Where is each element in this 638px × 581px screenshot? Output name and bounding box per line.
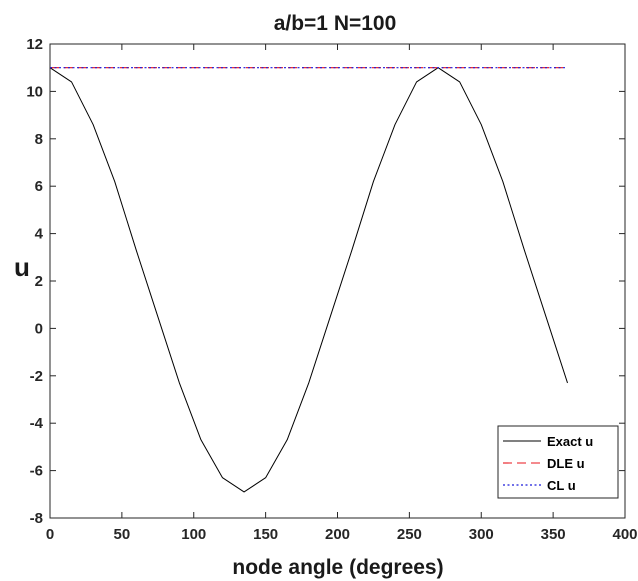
ticks-layer: 0 50 100 150 200 250 300 350 400 -8 -6 -4 -2 0 2 4 6 8 10 1… [26, 36, 637, 543]
y-tick-label: 2 [35, 273, 43, 290]
y-axis-title: u [14, 252, 30, 282]
x-tick-label: 400 [612, 526, 637, 543]
y-tick-label: -8 [30, 510, 43, 527]
x-tick-label: 0 [46, 526, 54, 543]
x-tick-label: 150 [253, 526, 278, 543]
legend-label-cl-u: CL u [547, 478, 576, 493]
y-tick-label: 12 [26, 36, 43, 53]
chart-title: a/b=1 N=100 [274, 12, 397, 35]
y-tick-label: 10 [26, 83, 43, 100]
y-tick-label: 0 [35, 320, 43, 337]
legend-label-dle-u: DLE u [547, 456, 585, 471]
x-tick-label: 100 [181, 526, 206, 543]
series-line-exact-u [49, 67, 568, 493]
y-tick-label: 6 [35, 178, 43, 195]
legend-box [497, 425, 619, 499]
x-tick-label: 300 [469, 526, 494, 543]
legend-label-exact-u: Exact u [547, 434, 593, 449]
x-tick-label: 200 [325, 526, 350, 543]
y-tick-label: 4 [35, 226, 44, 243]
y-tick-label: -2 [30, 368, 43, 385]
x-tick-label: 50 [114, 526, 131, 543]
x-tick-label: 250 [397, 526, 422, 543]
x-axis-title: node angle (degrees) [232, 556, 443, 579]
y-tick-label: -4 [30, 415, 44, 432]
legend: Exact u DLE u CL u [497, 425, 619, 499]
y-tick-label: 8 [35, 131, 43, 148]
series-layer [49, 67, 568, 493]
x-tick-label: 350 [541, 526, 566, 543]
y-tick-label: -6 [30, 463, 43, 480]
